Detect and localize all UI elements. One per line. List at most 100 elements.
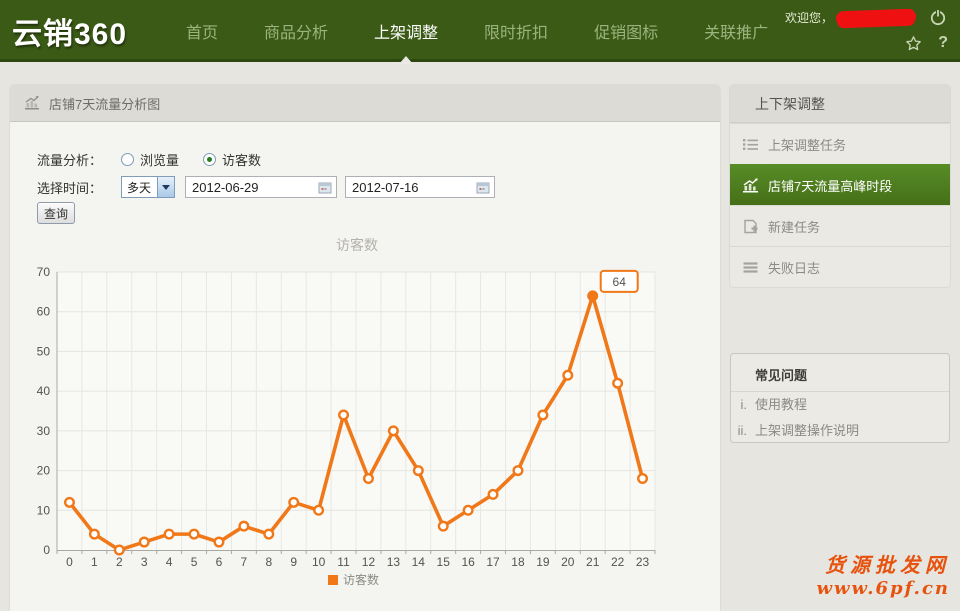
faq-item-instructions[interactable]: ii. 上架调整操作说明 [731, 418, 949, 444]
chevron-down-icon[interactable] [157, 177, 174, 197]
favorite-star-icon[interactable] [905, 35, 922, 52]
nav-item-promo-icon[interactable]: 促销图标 [594, 25, 659, 42]
traffic-type-row: 流量分析： 浏览量 访客数 [37, 149, 261, 169]
svg-text:3: 3 [141, 555, 148, 569]
legend-label: 访客数 [343, 572, 379, 587]
svg-text:6: 6 [216, 555, 223, 569]
nav-item-listing-adjust[interactable]: 上架调整 [374, 19, 439, 64]
chart-icon [25, 96, 39, 110]
help-icon[interactable]: ? [938, 34, 948, 51]
svg-text:18: 18 [511, 555, 525, 569]
faq-panel: 常见问题 i. 使用教程 ii. 上架调整操作说明 [730, 353, 950, 443]
radio-pageviews-circle[interactable] [121, 152, 134, 166]
svg-text:4: 4 [166, 555, 173, 569]
nav-item-related-promotion[interactable]: 关联推广 [704, 25, 769, 42]
svg-text:50: 50 [37, 344, 51, 358]
svg-text:30: 30 [37, 424, 51, 438]
sidebar-title: 上下架调整 [730, 85, 950, 123]
faq-item-label: 使用教程 [755, 397, 808, 412]
faq-index: ii. [737, 423, 747, 438]
welcome-text: 欢迎您， [784, 11, 833, 25]
traffic-type-label: 流量分析： [37, 152, 103, 168]
radio-visitors-label: 访客数 [222, 152, 262, 168]
radio-pageviews-label: 浏览量 [140, 152, 180, 168]
app-logo: 云销360 [12, 18, 128, 51]
date-from-input[interactable]: 2012-06-29 [185, 176, 337, 198]
nav-menu: 首页 商品分析 上架调整 限时折扣 促销图标 关联推广 [186, 0, 769, 64]
radio-visitors[interactable]: 访客数 [203, 150, 261, 169]
calendar-icon[interactable] [476, 181, 490, 194]
radio-visitors-circle[interactable] [203, 152, 217, 166]
svg-text:60: 60 [37, 305, 51, 319]
query-button[interactable]: 查询 [37, 202, 75, 224]
faq-title: 常见问题 [731, 354, 949, 392]
nav-item-product-analysis[interactable]: 商品分析 [264, 25, 329, 42]
svg-text:13: 13 [387, 555, 401, 569]
site-watermark: 货源批发网 www.6pf.cn [817, 549, 950, 599]
top-nav: 云销360 首页 商品分析 上架调整 限时折扣 促销图标 关联推广 欢迎您， ? [0, 0, 960, 64]
svg-text:22: 22 [611, 555, 625, 569]
nav-sub-icons: ? [905, 34, 948, 52]
svg-text:0: 0 [66, 555, 73, 569]
svg-text:23: 23 [636, 555, 650, 569]
sidebar-item-failure-log[interactable]: 失败日志 [730, 246, 950, 287]
sidebar-adjust-panel: 上下架调整 上架调整任务 店铺7天流量高峰时段 [730, 85, 950, 287]
logout-power-icon[interactable] [928, 7, 948, 27]
legend-swatch [328, 575, 338, 585]
period-select[interactable]: 多天 [121, 176, 175, 198]
list-icon [743, 138, 758, 150]
sidebar-item-peak-traffic[interactable]: 店铺7天流量高峰时段 [730, 164, 950, 205]
chart-icon [743, 177, 758, 192]
panel-header: 店铺7天流量分析图 [10, 85, 720, 122]
active-tab-arrow [399, 56, 414, 64]
svg-text:20: 20 [561, 555, 575, 569]
svg-text:17: 17 [486, 555, 500, 569]
svg-text:0: 0 [43, 543, 50, 557]
sidebar-item-label: 上架调整任务 [768, 137, 847, 153]
svg-text:14: 14 [412, 555, 426, 569]
svg-text:21: 21 [586, 555, 600, 569]
time-select-label: 选择时间： [37, 180, 103, 196]
svg-text:9: 9 [290, 555, 297, 569]
sidebar-item-label: 店铺7天流量高峰时段 [768, 178, 893, 194]
redacted-username [835, 8, 917, 27]
faq-item-tutorial[interactable]: i. 使用教程 [731, 392, 949, 418]
svg-text:70: 70 [37, 265, 51, 279]
radio-pageviews[interactable]: 浏览量 [121, 150, 179, 169]
sidebar-item-label: 新建任务 [768, 219, 821, 235]
log-icon [743, 261, 758, 273]
panel-title: 店铺7天流量分析图 [49, 96, 161, 112]
welcome-area: 欢迎您， [784, 8, 917, 27]
svg-text:40: 40 [37, 384, 51, 398]
nav-item-limited-discount[interactable]: 限时折扣 [484, 25, 549, 42]
peak-value-label: 64 [599, 269, 639, 293]
svg-text:15: 15 [437, 555, 451, 569]
traffic-analysis-panel: 店铺7天流量分析图 流量分析： 浏览量 访客数 选择时间： 多天 2012-06… [10, 85, 720, 611]
svg-text:16: 16 [461, 555, 475, 569]
svg-text:11: 11 [337, 555, 350, 569]
date-to-value: 2012-07-16 [352, 179, 419, 195]
svg-text:1: 1 [91, 555, 98, 569]
period-select-value: 多天 [127, 180, 152, 195]
date-from-value: 2012-06-29 [192, 179, 259, 195]
sidebar-item-label: 失败日志 [768, 260, 821, 276]
svg-text:8: 8 [265, 555, 272, 569]
date-to-input[interactable]: 2012-07-16 [345, 176, 495, 198]
svg-text:10: 10 [312, 555, 326, 569]
watermark-line2: www.6pf.cn [816, 578, 950, 599]
svg-text:10: 10 [37, 503, 51, 517]
faq-index: i. [740, 397, 748, 412]
svg-text:7: 7 [241, 555, 248, 569]
calendar-icon[interactable] [318, 181, 332, 194]
svg-text:2: 2 [116, 555, 123, 569]
chart-title: 访客数 [336, 237, 378, 253]
nav-item-home[interactable]: 首页 [186, 25, 219, 42]
sidebar-item-adjust-tasks[interactable]: 上架调整任务 [730, 123, 950, 164]
nav-item-label: 上架调整 [374, 25, 439, 42]
svg-text:5: 5 [191, 555, 198, 569]
faq-item-label: 上架调整操作说明 [755, 423, 860, 438]
sidebar-item-new-task[interactable]: 新建任务 [730, 205, 950, 246]
svg-text:19: 19 [536, 555, 550, 569]
